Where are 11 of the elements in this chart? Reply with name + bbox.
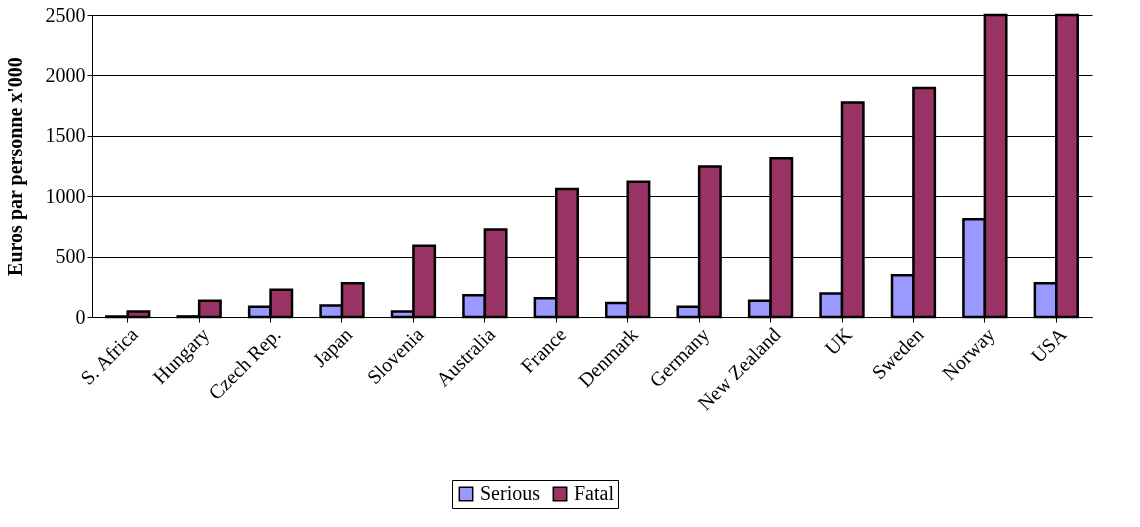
legend-label: Serious: [480, 482, 541, 504]
y-tick-label: 1500: [45, 124, 86, 147]
y-tick-label: 2000: [45, 63, 86, 86]
x-tick-label: UK: [820, 322, 857, 360]
y-tick-label: 500: [55, 245, 86, 268]
y-axis-title: Euros par personne x'000: [3, 57, 27, 276]
x-tick-label: USA: [1026, 322, 1071, 367]
y-tick-label: 0: [75, 305, 86, 328]
legend-label: Fatal: [574, 482, 615, 504]
y-tick-label: 1000: [45, 184, 86, 207]
y-tick-label: 2500: [45, 3, 86, 26]
